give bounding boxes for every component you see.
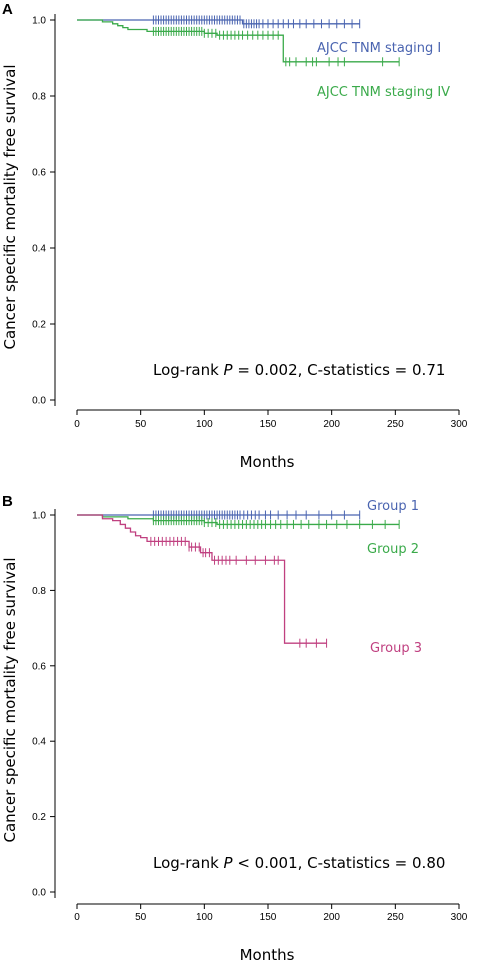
y-tick-label: 0.0: [32, 396, 46, 407]
y-axis-title: Cancer specific mortality free survival: [1, 64, 19, 349]
y-tick-label: 0.8: [32, 586, 46, 597]
x-tick-label: 100: [196, 419, 213, 430]
x-tick-label: 300: [451, 912, 468, 923]
stat-rest: < 0.001, C-statistics = 0.80: [233, 854, 446, 872]
x-tick-label: 200: [323, 419, 340, 430]
y-tick-label: 0.4: [32, 737, 46, 748]
x-tick-label: 250: [387, 419, 404, 430]
survival-curve: [77, 514, 400, 526]
series-group-2: Group 2: [77, 514, 419, 557]
stat-prefix: Log-rank: [153, 854, 224, 872]
series-label: AJCC TNM staging IV: [317, 85, 450, 100]
panel-letter: A: [2, 1, 13, 18]
panel-letter: B: [2, 493, 13, 510]
survival-curve: [77, 514, 327, 644]
y-tick-label: 0.6: [32, 168, 46, 179]
series-label: Group 2: [367, 542, 419, 557]
y-tick-label: 0.4: [32, 244, 46, 255]
x-tick-label: 50: [135, 419, 147, 430]
x-tick-label: 200: [323, 912, 340, 923]
series-label: Group 3: [370, 641, 422, 656]
y-tick-label: 0.2: [32, 320, 46, 331]
y-tick-label: 1.0: [32, 511, 46, 522]
x-axis-title: Months: [240, 453, 295, 471]
series-group-3: Group 3: [77, 514, 422, 656]
stat-prefix: Log-rank: [153, 361, 224, 379]
series-ajcc-tnm-staging-iv: AJCC TNM staging IV: [77, 19, 450, 100]
panel-a: A 0.0 0.2 0.4 0.6 0.8 1.0 0 50 100 150 200 250 300 Mon…: [1, 1, 468, 471]
series-label: AJCC TNM staging I: [317, 41, 441, 56]
x-tick-label: 250: [387, 912, 404, 923]
y-axis-title: Cancer specific mortality free survival: [1, 557, 19, 842]
y-tick-label: 0.8: [32, 92, 46, 103]
x-tick-label: 150: [260, 419, 277, 430]
panel-b: B 0.0 0.2 0.4 0.6 0.8 1.0 0 50 100 150 200 250 300 Mon…: [1, 493, 468, 963]
y-tick-label: 0.0: [32, 888, 46, 899]
x-tick-label: 0: [74, 419, 80, 430]
y-tick-label: 1.0: [32, 16, 46, 27]
series-label: Group 1: [367, 499, 419, 514]
x-tick-label: 150: [260, 912, 277, 923]
series-group-1: Group 1: [77, 499, 419, 520]
stat-p: P: [224, 854, 234, 872]
x-axis-title: Months: [240, 946, 295, 963]
x-tick-label: 300: [451, 419, 468, 430]
survival-curve: [77, 19, 400, 63]
stat-annotation: Log-rank P < 0.001, C-statistics = 0.80: [153, 854, 445, 872]
survival-curve: [77, 19, 360, 25]
x-tick-label: 0: [74, 912, 80, 923]
y-tick-label: 0.2: [32, 812, 46, 823]
series-ajcc-tnm-staging-i: AJCC TNM staging I: [77, 15, 441, 56]
stat-annotation: Log-rank P = 0.002, C-statistics = 0.71: [153, 361, 445, 379]
stat-rest: = 0.002, C-statistics = 0.71: [233, 361, 446, 379]
y-tick-label: 0.6: [32, 661, 46, 672]
x-tick-label: 100: [196, 912, 213, 923]
x-tick-label: 50: [135, 912, 147, 923]
stat-p: P: [224, 361, 234, 379]
